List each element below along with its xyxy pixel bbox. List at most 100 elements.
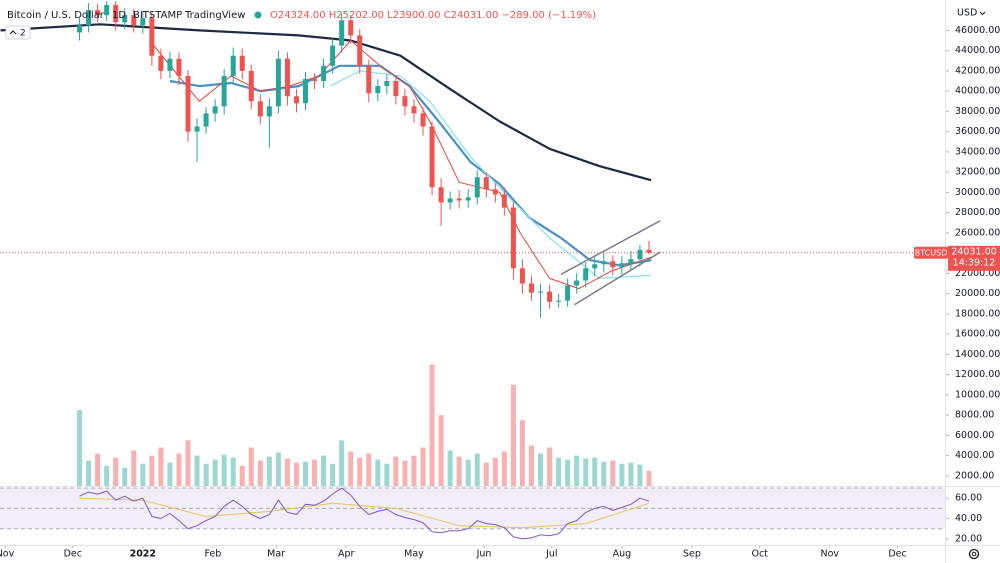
candle-body bbox=[592, 264, 598, 269]
volume-bar bbox=[339, 440, 345, 486]
y-tick-label: 16000.00 bbox=[955, 329, 1000, 340]
x-tick-label: Sep bbox=[683, 549, 701, 560]
y-tick-label: 20000.00 bbox=[955, 288, 1000, 299]
symbol-title: Bitcoin / U.S. Dollar bbox=[7, 10, 105, 21]
candle-body bbox=[393, 81, 399, 97]
y-tick-label: 28000.00 bbox=[955, 207, 1000, 218]
candle-body bbox=[321, 65, 327, 81]
y-tick-label: 4000.00 bbox=[955, 450, 994, 461]
volume-bar bbox=[303, 461, 309, 486]
candle-body bbox=[547, 291, 553, 302]
volume-bar bbox=[167, 462, 173, 486]
volume-bar bbox=[122, 467, 128, 486]
candle-body bbox=[619, 263, 625, 268]
volume-bar bbox=[293, 462, 299, 486]
candle-body bbox=[483, 177, 489, 190]
ohlc-legend: O24324.00 H25202.00 L23900.00 C24031.00 … bbox=[270, 10, 596, 21]
candle-body bbox=[465, 197, 471, 201]
candle-body bbox=[149, 18, 155, 56]
price-tag bbox=[948, 245, 1000, 271]
volume-bar bbox=[239, 465, 245, 486]
candle-body bbox=[275, 58, 281, 107]
candle-body bbox=[167, 58, 173, 71]
volume-bar bbox=[104, 465, 110, 486]
symbol-tag-text: BTCUSD bbox=[915, 248, 948, 257]
candle-body bbox=[384, 81, 390, 87]
volume-bar bbox=[357, 457, 363, 486]
candle-body bbox=[230, 55, 236, 76]
candle-body bbox=[122, 15, 128, 23]
y-tick-label: 44000.00 bbox=[955, 45, 1000, 56]
volume-bar bbox=[257, 460, 263, 486]
y-tick-label: 36000.00 bbox=[955, 126, 1000, 137]
candle-body bbox=[185, 75, 191, 132]
volume-bar bbox=[140, 463, 146, 486]
candle-body bbox=[538, 291, 544, 293]
volume-bar bbox=[610, 460, 616, 486]
candle-body bbox=[429, 126, 435, 188]
candle-body bbox=[194, 126, 200, 132]
volume-bar bbox=[375, 459, 381, 486]
volume-bar bbox=[248, 447, 254, 486]
volume-bar bbox=[221, 454, 227, 486]
volume-bar bbox=[510, 384, 516, 486]
x-tick-label: Aug bbox=[613, 549, 632, 560]
chevron-icon bbox=[9, 30, 17, 35]
y-tick-label: 22000.00 bbox=[955, 268, 1000, 279]
volume-bar bbox=[565, 459, 571, 486]
candle-body bbox=[646, 249, 652, 253]
volume-bar bbox=[321, 455, 327, 486]
candle-body bbox=[501, 194, 507, 208]
candle-body bbox=[86, 10, 92, 26]
volume-bar bbox=[284, 458, 290, 486]
x-tick-label: Jun bbox=[476, 549, 492, 560]
x-tick-label: Oct bbox=[751, 549, 768, 560]
candle-body bbox=[447, 198, 453, 203]
volume-bar bbox=[474, 453, 480, 486]
x-tick-label: Jul bbox=[545, 549, 557, 560]
volume-bar bbox=[330, 463, 336, 486]
volume-bar bbox=[77, 410, 83, 486]
status-dot bbox=[254, 11, 262, 19]
y-tick-label: 10000.00 bbox=[955, 389, 1000, 400]
trend-line bbox=[574, 251, 661, 306]
symbol-tag bbox=[914, 246, 948, 259]
candle-body bbox=[628, 259, 634, 264]
y-tick-label: 32000.00 bbox=[955, 167, 1000, 178]
volume-bar bbox=[646, 470, 652, 486]
volume-bar bbox=[393, 456, 399, 486]
candle-body bbox=[456, 198, 462, 201]
volume-bar bbox=[628, 462, 634, 486]
y-tick-label: 46000.00 bbox=[955, 25, 1000, 36]
y-tick-label: 34000.00 bbox=[955, 146, 1000, 157]
settings-button[interactable] bbox=[968, 548, 980, 560]
currency-caret bbox=[979, 11, 986, 16]
volume-bar bbox=[583, 458, 589, 486]
candle-body bbox=[574, 280, 580, 286]
candle-body bbox=[158, 55, 164, 71]
y-tick-label: 18000.00 bbox=[955, 308, 1000, 319]
volume-bar bbox=[501, 451, 507, 486]
exchange: BITSTAMP bbox=[133, 10, 182, 21]
collapse-button[interactable] bbox=[5, 25, 31, 40]
candle-body bbox=[510, 207, 516, 269]
candle-body bbox=[528, 283, 534, 293]
volume-bar bbox=[592, 457, 598, 486]
volume-bar bbox=[438, 415, 444, 486]
y-tick-label: 2000.00 bbox=[955, 470, 994, 481]
rsi-line bbox=[79, 487, 650, 540]
volume-bar bbox=[275, 452, 281, 486]
volume-bar bbox=[429, 364, 435, 486]
rsi-ma-line bbox=[79, 497, 650, 529]
candle-body bbox=[140, 18, 146, 26]
gear-hub bbox=[971, 551, 977, 557]
x-tick-label: Dec bbox=[64, 549, 82, 560]
x-tick-label: Apr bbox=[338, 549, 355, 560]
candle-body bbox=[601, 261, 607, 265]
x-tick-label: Nov bbox=[820, 549, 839, 560]
candle-body bbox=[637, 249, 643, 260]
currency[interactable]: USD bbox=[957, 8, 977, 19]
